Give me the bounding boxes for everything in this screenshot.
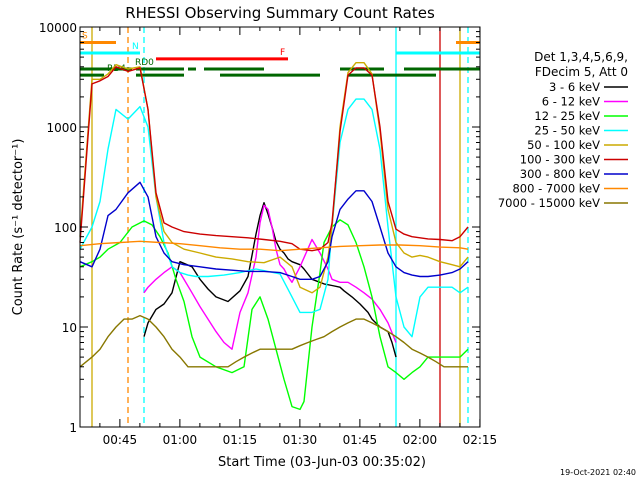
- footer-date: 19-Oct-2021 02:40: [560, 468, 636, 477]
- series-layer: [79, 62, 469, 411]
- legend-entry-label: 12 - 25 keV: [534, 109, 600, 123]
- x-tick-label: 01:30: [283, 433, 318, 447]
- legend-entry-label: 3 - 6 keV: [549, 80, 600, 94]
- status-bar-label: N: [132, 42, 139, 52]
- legend-entry-label: 7000 - 15000 keV: [498, 196, 600, 210]
- legend-entry-label: 800 - 7000 keV: [512, 182, 600, 196]
- legend-entry-label: 50 - 100 keV: [527, 138, 600, 152]
- x-tick-label: 01:00: [163, 433, 198, 447]
- series-line-1: [143, 204, 397, 350]
- x-tick-label: 01:15: [223, 433, 258, 447]
- chart-title: RHESSI Observing Summary Count Rates: [125, 4, 435, 22]
- x-tick-label: 00:45: [103, 433, 138, 447]
- series-line-5: [79, 66, 469, 252]
- y-axis-label: Count Rate (s⁻¹ detector⁻¹): [11, 139, 26, 316]
- legend: Det 1,3,4,5,6,9, FDecim 5, Att 0 3 - 6 k…: [498, 50, 628, 210]
- status-bar-label: F: [280, 48, 285, 58]
- x-axis-label: Start Time (03-Jun-03 00:35:02): [218, 455, 426, 470]
- x-tick-label: 01:45: [343, 433, 378, 447]
- series-line-7: [79, 240, 469, 252]
- status-bar-label: RD0: [135, 58, 154, 68]
- series-line-8: [79, 314, 468, 368]
- overlay-layer: S N F RD0 RD4: [80, 27, 480, 427]
- series-line-0: [143, 201, 397, 358]
- y-tick-label: 10: [62, 321, 77, 335]
- y-tick-label: 1: [69, 421, 77, 435]
- x-tick-label: 02:15: [463, 433, 498, 447]
- x-tick-label: 02:00: [403, 433, 438, 447]
- series-line-6: [79, 181, 469, 280]
- legend-entry-label: 100 - 300 keV: [520, 153, 600, 167]
- y-tick-label: 1000: [46, 121, 77, 135]
- status-bar-label: RD4: [107, 64, 126, 74]
- status-bar-label: S: [82, 31, 88, 41]
- axis-layer: 1 10 100 1000 10000 00:45 01:00 01:15 01:30 01:45…: [39, 21, 497, 447]
- legend-entry-label: 25 - 50 keV: [534, 124, 600, 138]
- legend-header-line-1: Det 1,3,4,5,6,9,: [534, 50, 628, 64]
- y-tick-label: 10000: [39, 21, 77, 35]
- legend-entry-label: 300 - 800 keV: [520, 167, 600, 181]
- legend-header-line-2: FDecim 5, Att 0: [535, 65, 628, 79]
- series-line-3: [79, 98, 469, 338]
- y-tick-label: 100: [54, 221, 77, 235]
- legend-entry-label: 6 - 12 keV: [542, 95, 600, 109]
